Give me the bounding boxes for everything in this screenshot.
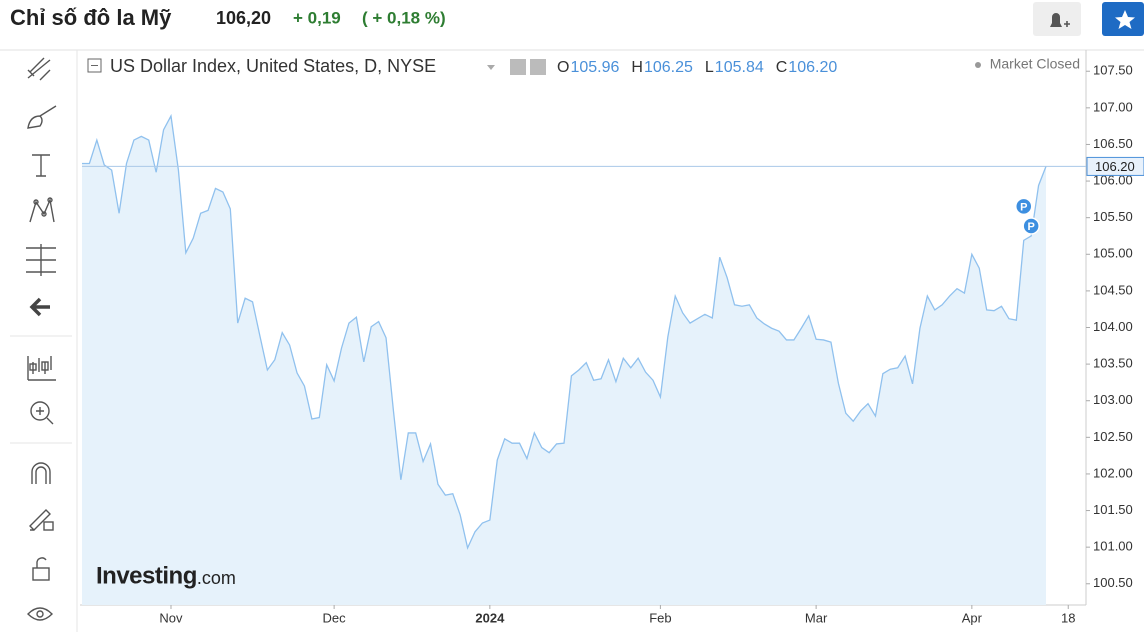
watermark: .com: [197, 568, 236, 588]
event-marker-label: P: [1020, 201, 1027, 213]
alert-button[interactable]: [1033, 2, 1081, 36]
tool-text[interactable]: [32, 154, 50, 177]
y-tick-label: 105.00: [1093, 246, 1133, 261]
chart-title: US Dollar Index, United States, D, NYSE: [110, 56, 436, 76]
change-pct: ( + 0,18 %): [362, 8, 446, 27]
tool-brush[interactable]: [27, 105, 57, 129]
x-tick-label: Mar: [805, 610, 828, 625]
watermark: Investing: [96, 562, 197, 589]
settings-icon[interactable]: [510, 59, 526, 75]
tool-unlock[interactable]: [32, 557, 50, 581]
tool-zoom[interactable]: [30, 401, 54, 425]
ohlc-name: C: [776, 59, 788, 76]
market-status: Market Closed: [990, 56, 1080, 72]
tool-lines[interactable]: [27, 57, 51, 81]
event-marker-label: P: [1027, 221, 1034, 233]
x-tick-label: Dec: [323, 610, 347, 625]
ohlc-value: 106.25: [644, 59, 693, 76]
y-tick-label: 101.00: [1093, 539, 1133, 554]
y-tick-label: 104.50: [1093, 282, 1133, 297]
x-tick-label: 18: [1061, 610, 1075, 625]
y-tick-label: 100.50: [1093, 575, 1133, 590]
x-tick-label: Nov: [159, 610, 183, 625]
y-tick-label: 102.00: [1093, 465, 1133, 480]
y-tick-label: 107.00: [1093, 99, 1133, 114]
event-marker: [1015, 197, 1033, 216]
ohlc-name: O: [557, 59, 569, 76]
tool-indicators[interactable]: [27, 356, 56, 381]
ohlc-value: 105.84: [715, 59, 764, 76]
tool-back[interactable]: [29, 297, 50, 317]
price: 106,20: [216, 8, 271, 28]
y-tick-label: 107.50: [1093, 63, 1133, 78]
y-tick-label: 101.50: [1093, 502, 1133, 517]
toolbar: [10, 57, 72, 621]
watchlist-button[interactable]: [1102, 2, 1144, 36]
tool-magnet[interactable]: [31, 462, 51, 484]
y-tick-label: 106.00: [1093, 172, 1133, 187]
change: + 0,19: [293, 8, 341, 27]
last-price-tag: [1086, 156, 1144, 176]
x-tick-label: Feb: [649, 610, 671, 625]
ohlc-value: 106.20: [788, 59, 837, 76]
line: [82, 113, 1047, 550]
y-tick-label: 105.50: [1093, 209, 1133, 224]
last-price-label: 106.20: [1095, 159, 1135, 174]
y-tick-label: 103.00: [1093, 392, 1133, 407]
tool-pattern[interactable]: [29, 197, 55, 223]
tool-fib[interactable]: [26, 244, 56, 276]
area: [82, 115, 1046, 606]
tool-lock-draw[interactable]: [29, 509, 54, 531]
collapse-icon[interactable]: [87, 58, 102, 73]
tool-visibility[interactable]: [27, 607, 53, 621]
settings-icon[interactable]: [530, 59, 546, 75]
y-tick-label: 102.50: [1093, 429, 1133, 444]
ohlc-name: L: [705, 59, 714, 76]
caret[interactable]: [487, 65, 495, 70]
y-tick-label: 104.00: [1093, 319, 1133, 334]
x-tick-label: Apr: [962, 610, 983, 625]
page-title: Chỉ số đô la Mỹ: [10, 5, 172, 30]
y-tick-label: 103.50: [1093, 356, 1133, 371]
ohlc-name: H: [631, 59, 643, 76]
ohlc-value: 105.96: [570, 59, 619, 76]
x-tick-label: 2024: [475, 610, 505, 625]
event-marker: [1022, 217, 1040, 235]
status-dot: [975, 62, 981, 68]
y-tick-label: 106.50: [1093, 136, 1133, 151]
